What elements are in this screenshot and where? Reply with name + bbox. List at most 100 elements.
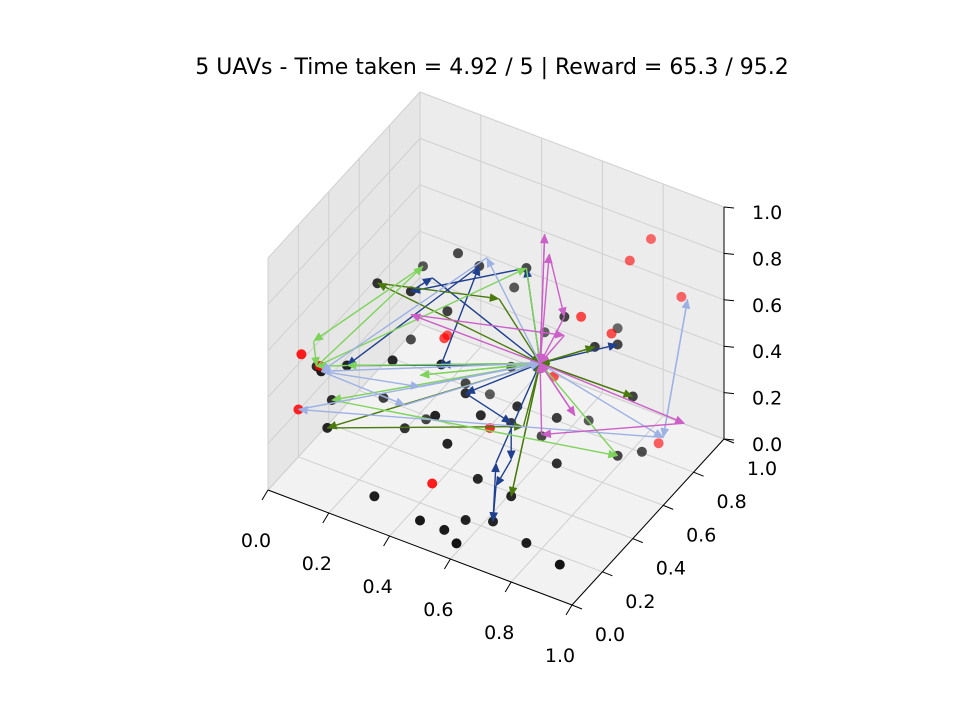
route-segment — [419, 317, 541, 364]
route-arrowhead — [516, 267, 527, 276]
visited-target-point — [636, 446, 647, 457]
visited-target-point — [554, 559, 565, 570]
route-segment — [545, 334, 565, 357]
grid-left-z — [267, 323, 421, 491]
z-tick-label: 0.4 — [752, 341, 782, 363]
x-axis-line — [267, 489, 573, 606]
route-segment — [473, 362, 541, 391]
route-arrowhead — [607, 342, 619, 351]
route-segment — [545, 369, 619, 457]
route-arrowhead — [554, 329, 566, 339]
visited-target-point — [472, 473, 483, 484]
unvisited-target-point — [653, 438, 664, 449]
visited-target-point — [521, 538, 532, 548]
uav-route-4 — [297, 257, 691, 439]
tick-labels: 0.00.20.40.60.81.00.00.20.40.60.81.00.00… — [241, 202, 782, 667]
y-tick-mark — [693, 471, 704, 477]
route-arrowhead — [486, 257, 495, 268]
route-arrowhead — [660, 427, 670, 439]
pane-left-wall — [268, 92, 420, 490]
route-segment — [331, 399, 609, 455]
route-segment — [543, 316, 566, 356]
route-segment — [320, 370, 397, 403]
route-segment — [404, 365, 532, 406]
visited-target-point — [405, 334, 416, 345]
route-segment — [465, 392, 505, 419]
chart-title: 5 UAVs - Time taken = 4.92 / 5 | Reward … — [195, 55, 788, 80]
route-segment — [410, 313, 556, 335]
grid-left-z — [267, 230, 421, 398]
route-segment — [419, 267, 527, 291]
z-tick-mark — [723, 252, 735, 255]
route-arrowhead — [501, 414, 512, 424]
x-tick-label: 1.0 — [545, 645, 575, 667]
route-segment — [355, 362, 541, 367]
visited-target-point — [442, 306, 453, 317]
route-segment — [548, 365, 634, 398]
route-arrowhead — [536, 353, 545, 364]
z-tick-label: 0.2 — [752, 388, 782, 410]
grid-left-z — [267, 138, 421, 305]
uav-routes — [297, 233, 691, 523]
visited-target-point — [442, 438, 453, 449]
route-arrowhead — [491, 462, 500, 473]
z-tick-mark — [723, 345, 735, 348]
route-arrowhead — [394, 397, 406, 406]
visited-target-point — [439, 524, 450, 535]
grid-back-z — [419, 230, 725, 347]
route-segment — [539, 262, 550, 364]
grid-back-z — [419, 184, 725, 301]
grid-floor-y — [298, 456, 603, 573]
x-tick-mark — [504, 581, 512, 593]
x-tick-mark — [443, 558, 451, 570]
visited-target-point — [484, 389, 495, 400]
route-segment — [316, 271, 417, 367]
y-tick-mark — [602, 571, 613, 577]
x-tick-label: 0.0 — [241, 530, 271, 552]
grid-floor-x — [510, 415, 664, 583]
route-segment — [321, 370, 412, 387]
grid-left-z — [267, 277, 421, 444]
unvisited-target-point — [427, 478, 438, 489]
z-tick-mark — [723, 392, 735, 395]
route-arrowhead — [421, 277, 433, 287]
route-segment — [320, 265, 424, 337]
route-segment — [490, 265, 541, 364]
route-arrowhead — [557, 306, 567, 318]
route-segment — [539, 362, 677, 421]
visited-target-point — [415, 515, 425, 526]
route-segment — [498, 298, 536, 357]
z-tick-mark — [723, 206, 735, 209]
z-tick-label: 0.0 — [752, 434, 782, 456]
y-tick-mark — [571, 604, 583, 610]
route-segment — [312, 341, 317, 358]
route-segment — [307, 409, 664, 439]
x-tick-label: 0.8 — [484, 622, 514, 644]
route-segment — [539, 362, 656, 434]
grid-back-z — [419, 137, 725, 254]
route-segment — [495, 371, 538, 464]
visited-target-point — [460, 515, 471, 525]
route-segment — [377, 282, 491, 299]
route-segment — [550, 422, 685, 435]
route-segment — [385, 286, 541, 364]
route-segment — [298, 364, 532, 411]
grid-left-z — [267, 91, 421, 259]
route-arrowhead — [320, 362, 332, 372]
route-arrowhead — [346, 361, 357, 370]
x-tick-mark — [261, 489, 269, 501]
visited-target-point — [551, 458, 562, 469]
route-segment — [431, 277, 534, 359]
route-segment — [525, 267, 540, 355]
route-segment — [548, 346, 596, 362]
route-segment — [330, 362, 541, 372]
z-tick-label: 0.8 — [752, 248, 782, 270]
route-segment — [544, 370, 576, 417]
y-tick-label: 0.0 — [595, 624, 625, 646]
route-arrowhead — [311, 356, 320, 368]
route-segment — [410, 282, 425, 292]
route-arrowhead — [539, 362, 549, 374]
visited-target-point — [387, 355, 398, 366]
